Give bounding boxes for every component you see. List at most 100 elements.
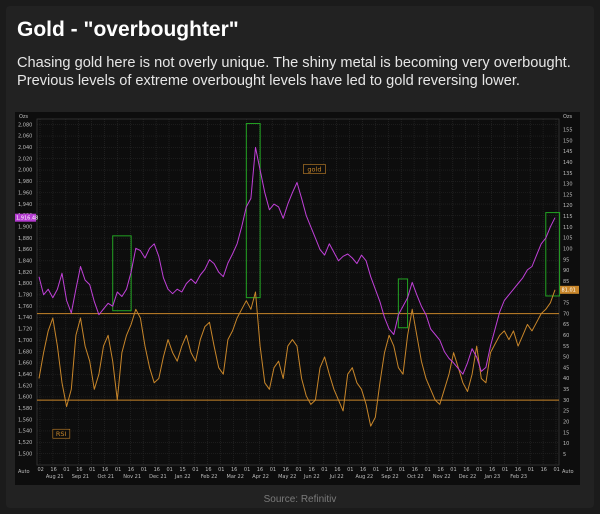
plot-border [36, 118, 560, 466]
chart-background [15, 112, 580, 485]
rsi-last-value-tag [560, 285, 579, 294]
x-axis-day-label: 16 [76, 467, 82, 473]
right-axis-tick-label: 115 [563, 214, 573, 220]
x-axis-month-label: Dec 22 [459, 474, 477, 480]
gold-rsi-chart: 2,080 2,060 2,040 2,020 2,000 1,980 1,960 1,940… [15, 112, 580, 485]
right-axis-tick-label: 30 [563, 398, 569, 404]
left-axis-tick-label: 1,580 [18, 406, 32, 412]
x-axis-month-label: Dec 21 [149, 474, 167, 480]
x-axis-day-label: 16 [102, 467, 108, 473]
x-axis-day-label: 16 [463, 467, 469, 473]
gold-series-label: gold [307, 166, 321, 174]
overbought-highlight-box [245, 123, 261, 299]
right-axis-tick-label: 35 [563, 387, 569, 393]
left-axis-tick-label: 1,540 [18, 429, 32, 435]
left-axis-tick-label: 1,640 [18, 372, 32, 378]
left-axis-tick-label: 1,780 [18, 293, 32, 299]
x-axis-month-label: Oct 22 [407, 474, 424, 480]
left-axis-auto-label: Auto [18, 469, 30, 475]
x-axis-day-label: 01 [89, 467, 95, 473]
right-axis-tick-label: 55 [563, 344, 569, 350]
left-axis-tick-label: 2,040 [18, 145, 32, 151]
x-axis-day-label: 16 [489, 467, 495, 473]
x-axis-day-label: 15 [179, 467, 185, 473]
left-axis-tick-label: 1,600 [18, 395, 32, 401]
x-axis-day-label: 01 [399, 467, 405, 473]
left-axis-tick-label: 1,960 [18, 190, 32, 196]
right-axis-tick-label: 45 [563, 365, 569, 371]
x-axis-month-label: Jun 22 [303, 474, 320, 480]
left-axis-tick-label: 1,820 [18, 270, 32, 276]
x-axis-day-label: 16 [360, 467, 366, 473]
x-axis-day-label: 02 [38, 467, 44, 473]
right-axis-tick-label: 5 [563, 452, 566, 458]
x-axis-month-label: Apr 22 [252, 474, 269, 480]
left-axis-tick-label: 1,720 [18, 327, 32, 333]
x-axis-day-label: 01 [347, 467, 353, 473]
left-axis-tick-label: 1,840 [18, 259, 32, 265]
right-axis-tick-label: 50 [563, 355, 569, 361]
left-axis-tick-label: 1,660 [18, 361, 32, 367]
x-axis-day-label: 01 [450, 467, 456, 473]
x-axis-month-label: May 22 [278, 474, 296, 480]
x-axis-month-label: Sep 21 [72, 474, 89, 480]
gold-last-value-label: 1,916.48 [16, 215, 38, 221]
x-axis-day-label: 01 [476, 467, 482, 473]
x-axis-day-label: 16 [283, 467, 289, 473]
x-axis-day-label: 16 [515, 467, 521, 473]
x-axis-month-label: Jan 23 [484, 474, 501, 480]
right-axis-tick-label: 105 [563, 236, 573, 242]
x-axis-month-label: Feb 22 [201, 474, 218, 480]
x-axis-day-label: 16 [154, 467, 160, 473]
x-axis-day-label: 16 [50, 467, 56, 473]
x-axis-month-label: Mar 22 [227, 474, 244, 480]
overbought-highlight-box [397, 278, 409, 329]
x-axis-day-label: 16 [231, 467, 237, 473]
x-axis-month-label: Nov 21 [123, 474, 141, 480]
x-axis-day-label: 01 [192, 467, 198, 473]
right-axis-tick-label: 90 [563, 268, 569, 274]
x-axis-day-label: 01 [502, 467, 508, 473]
right-axis-tick-label: 85 [563, 279, 569, 285]
left-axis-tick-label: 1,980 [18, 179, 32, 185]
right-axis-tick-label: 75 [563, 301, 569, 307]
x-axis-day-label: 01 [141, 467, 147, 473]
right-axis-auto-label: Auto [562, 469, 574, 475]
right-axis-tick-label: 110 [563, 225, 573, 231]
right-axis-tick-label: 155 [563, 128, 573, 134]
right-axis-tick-label: 100 [563, 246, 573, 252]
right-axis-tick-label: 15 [563, 430, 569, 436]
left-axis-tick-label: 1,680 [18, 349, 32, 355]
x-axis-day-label: 01 [63, 467, 69, 473]
x-axis-month-label: Jan 22 [174, 474, 191, 480]
gold-series-line [38, 146, 556, 375]
left-axis-tick-label: 2,000 [18, 168, 32, 174]
left-axis-tick-label: 1,900 [18, 224, 32, 230]
left-axis-tick-label: 1,760 [18, 304, 32, 310]
chart-area: 2,080 2,060 2,040 2,020 2,000 1,980 1,960 1,940… [15, 112, 580, 485]
x-axis-day-label: 16 [128, 467, 134, 473]
x-axis-day-label: 01 [296, 467, 302, 473]
left-axis-tick-label: 2,080 [18, 122, 32, 128]
x-axis-day-label: 01 [554, 467, 560, 473]
x-axis-day-label: 01 [244, 467, 250, 473]
left-axis-tick-label: 2,020 [18, 156, 32, 162]
x-axis-month-label: Nov 22 [433, 474, 451, 480]
left-axis-tick-label: 1,940 [18, 202, 32, 208]
left-axis-tick-label: 1,860 [18, 247, 32, 253]
x-axis-month-label: Sep 22 [381, 474, 398, 480]
x-axis-day-label: 16 [205, 467, 211, 473]
x-axis-month-label: Aug 21 [46, 474, 64, 480]
source-note: Source: Refinitiv [263, 494, 337, 505]
right-axis-tick-label: 65 [563, 322, 569, 328]
x-axis-day-label: 16 [437, 467, 443, 473]
left-axis-tick-label: 2,060 [18, 134, 32, 140]
left-axis-tick-label: 1,620 [18, 383, 32, 389]
x-axis-day-label: 16 [541, 467, 547, 473]
x-axis-day-label: 16 [386, 467, 392, 473]
right-axis-unit: Ozs [563, 114, 573, 120]
left-axis-tick-label: 1,500 [18, 451, 32, 457]
x-axis-month-label: Aug 22 [356, 474, 374, 480]
x-axis-month-label: Oct 21 [98, 474, 115, 480]
x-axis-day-label: 01 [425, 467, 431, 473]
